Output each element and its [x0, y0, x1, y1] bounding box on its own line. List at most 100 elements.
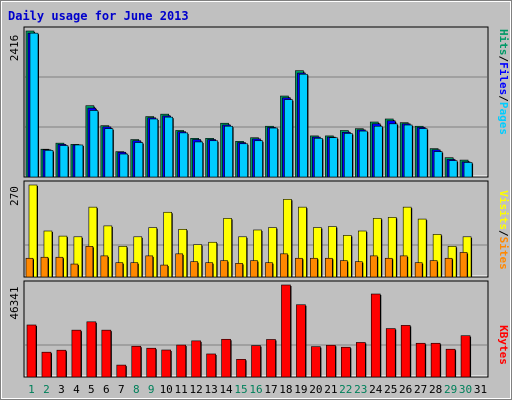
bar-kbytes-day-20-fill	[311, 346, 321, 378]
bar-kbytes-day-5	[86, 321, 97, 378]
legend-visits-sites: Visits/Sites	[497, 190, 510, 270]
bar-kbytes-day-4	[71, 329, 82, 378]
bar-pages-day-29-fill	[448, 160, 458, 178]
bar-sites-day-7	[115, 262, 124, 278]
bar-sites-day-2	[40, 256, 49, 278]
bar-sites-day-23-fill	[354, 261, 363, 278]
bar-kbytes-day-23-fill	[355, 342, 366, 378]
legend-item-slash: /	[497, 95, 510, 102]
bar-pages-day-1	[29, 32, 39, 178]
bar-kbytes-day-30	[460, 335, 472, 378]
chart-title: Daily usage for June 2013	[8, 9, 189, 23]
bar-pages-day-12	[194, 141, 204, 178]
y-max-label: 46341	[8, 286, 21, 319]
bar-pages-day-24-fill	[373, 125, 383, 178]
bar-kbytes-day-2	[41, 351, 52, 378]
bar-sites-day-17	[265, 262, 274, 278]
bar-pages-day-20-fill	[314, 138, 323, 178]
bar-pages-day-27-fill	[418, 128, 428, 178]
bar-pages-day-9	[149, 118, 159, 178]
bar-pages-day-11	[179, 132, 189, 178]
bar-sites-day-8-fill	[130, 262, 139, 278]
bar-kbytes-day-24	[370, 293, 382, 378]
bar-pages-day-23	[358, 130, 369, 178]
bar-sites-day-12	[190, 261, 199, 278]
bar-sites-day-16	[250, 260, 259, 278]
bar-kbytes-day-24-fill	[370, 293, 381, 378]
bar-sites-day-2-fill	[40, 256, 49, 278]
bar-kbytes-day-3-fill	[56, 349, 67, 378]
x-tick-label: 11	[175, 383, 188, 396]
bar-sites-day-5	[85, 246, 94, 278]
bar-pages-day-17-fill	[269, 127, 278, 178]
bar-kbytes-day-13-fill	[206, 353, 216, 378]
bar-pages-day-26-fill	[403, 124, 413, 178]
bar-pages-day-7-fill	[119, 153, 129, 178]
x-tick-label: 30	[459, 383, 472, 396]
bar-sites-day-10	[160, 264, 169, 278]
bar-pages-day-17	[269, 127, 279, 178]
x-tick-label: 31	[474, 383, 487, 396]
bar-sites-day-27-fill	[414, 262, 423, 278]
bar-pages-day-13	[209, 140, 219, 178]
bar-sites-day-6	[100, 255, 109, 278]
bar-kbytes-day-4-fill	[71, 329, 82, 378]
x-tick-label: 15	[234, 383, 247, 396]
legend-item-visits: Visits	[497, 190, 510, 230]
bar-pages-day-3	[59, 145, 69, 178]
bar-kbytes-day-1-fill	[26, 324, 37, 378]
bar-pages-day-29	[448, 160, 459, 178]
bar-sites-day-20	[310, 257, 319, 278]
bar-kbytes-day-8	[131, 345, 142, 378]
bar-sites-day-18-fill	[280, 253, 288, 278]
bar-pages-day-21	[329, 137, 339, 178]
bar-pages-day-5	[89, 110, 99, 178]
bar-sites-day-19-fill	[295, 257, 303, 278]
bar-pages-day-4-fill	[74, 144, 84, 178]
bar-sites-day-18	[280, 253, 289, 278]
bar-kbytes-day-28	[430, 342, 442, 378]
bar-sites-day-23	[354, 261, 364, 278]
bar-sites-day-14	[220, 260, 229, 278]
legend-item-pages: Pages	[497, 102, 510, 135]
bar-sites-day-15-fill	[235, 263, 243, 278]
bar-pages-day-26	[403, 124, 414, 178]
bar-sites-day-25-fill	[384, 257, 393, 278]
x-tick-label: 23	[354, 383, 367, 396]
bar-kbytes-day-9	[146, 347, 157, 378]
x-tick-label: 28	[429, 383, 442, 396]
legend-item-files: Files	[497, 62, 510, 95]
x-tick-label: 17	[264, 383, 277, 396]
legend-item-hits: Hits	[497, 29, 510, 56]
x-tick-label: 22	[339, 383, 352, 396]
bar-pages-day-14-fill	[224, 125, 233, 178]
bar-pages-day-15	[239, 143, 249, 178]
bar-kbytes-day-22-fill	[341, 346, 351, 378]
bar-sites-day-9	[145, 255, 154, 278]
x-tick-label: 8	[133, 383, 140, 396]
bar-pages-day-2-fill	[44, 150, 54, 178]
bar-sites-day-6-fill	[100, 255, 109, 278]
x-tick-label: 18	[279, 383, 292, 396]
bar-kbytes-day-23	[355, 342, 367, 378]
bar-kbytes-day-16-fill	[251, 345, 261, 378]
bar-kbytes-day-12	[191, 340, 202, 378]
bar-kbytes-day-8-fill	[131, 345, 142, 378]
x-tick-label: 20	[309, 383, 322, 396]
bar-sites-day-26	[399, 255, 409, 278]
bar-sites-day-25	[384, 257, 394, 278]
bar-sites-day-30-fill	[459, 252, 468, 278]
x-tick-label: 26	[399, 383, 412, 396]
bar-sites-day-3-fill	[55, 256, 64, 278]
bar-sites-day-10-fill	[160, 264, 169, 278]
bar-kbytes-day-10	[161, 349, 172, 378]
bar-pages-day-27	[418, 128, 429, 178]
x-tick-label: 25	[384, 383, 397, 396]
x-tick-label: 3	[58, 383, 65, 396]
bar-sites-day-22-fill	[340, 260, 348, 278]
bar-kbytes-day-29-fill	[445, 348, 456, 378]
bar-pages-day-16	[254, 140, 264, 178]
bar-sites-day-24	[369, 255, 379, 278]
x-tick-label: 16	[249, 383, 262, 396]
